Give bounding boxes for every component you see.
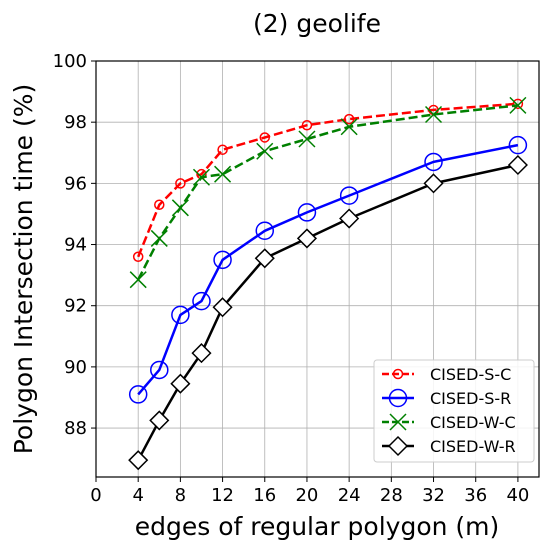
data-point: [301, 119, 313, 131]
x-tick-label: 32: [422, 485, 445, 506]
x-tick-label: 20: [295, 485, 318, 506]
series-layer: [128, 96, 528, 471]
data-point: [175, 178, 186, 189]
series-cised-w-r: [128, 154, 528, 471]
data-point: [149, 410, 170, 431]
y-tick-label: 92: [64, 296, 87, 317]
x-tick-label: 28: [380, 485, 403, 506]
data-point: [214, 165, 232, 183]
data-point: [509, 96, 527, 114]
data-point: [128, 385, 148, 404]
data-point: [508, 135, 528, 155]
x-tick-label: 40: [506, 485, 529, 506]
legend-label: CISED-S-C: [430, 365, 511, 384]
data-point: [424, 152, 443, 172]
legend-marker: [392, 368, 404, 380]
data-point: [297, 203, 317, 222]
x-tick-label: 0: [90, 485, 101, 506]
y-tick-label: 94: [64, 235, 87, 256]
legend: CISED-S-C CISED-S-R CISED-W-C CISED-W-R: [373, 359, 535, 463]
data-point: [424, 105, 443, 124]
ticks: 0 4 8 12 16 20 24 28 32 36 40 88 90 92 94 96 98 100: [53, 51, 530, 506]
data-point: [507, 154, 528, 176]
y-tick-label: 100: [53, 51, 87, 72]
data-point: [298, 130, 316, 148]
x-tick-label: 16: [253, 485, 276, 506]
data-point: [132, 251, 144, 263]
data-point: [339, 186, 359, 205]
y-tick-label: 90: [64, 357, 87, 378]
x-tick-label: 8: [175, 485, 186, 506]
data-point: [150, 360, 169, 380]
series-cised-w-c: [129, 96, 527, 289]
series-cised-s-c: [132, 98, 524, 263]
legend-marker: [387, 435, 409, 457]
x-tick-label: 4: [132, 485, 143, 506]
data-point: [170, 373, 191, 394]
x-axis-title: edges of regular polygon (m): [135, 512, 500, 541]
data-point: [154, 199, 165, 211]
data-point: [212, 297, 233, 318]
x-tick-label: 12: [211, 485, 234, 506]
data-point: [192, 168, 211, 186]
data-point: [150, 229, 168, 247]
data-point: [217, 144, 228, 155]
data-point: [423, 173, 444, 194]
data-point: [192, 291, 211, 311]
data-point: [340, 118, 358, 136]
data-point: [128, 450, 149, 471]
data-point: [256, 142, 274, 160]
data-point: [191, 343, 212, 364]
legend-marker: [388, 388, 408, 408]
series-line: [137, 102, 518, 258]
y-tick-label: 88: [64, 418, 87, 439]
y-axis-title: Polygon Intersection time (%): [9, 84, 38, 455]
data-point: [171, 305, 190, 325]
data-point: [339, 208, 360, 229]
series-line: [137, 143, 519, 396]
legend-label: CISED-S-R: [430, 389, 511, 408]
series-line: [137, 163, 519, 461]
legend-box: [373, 359, 535, 463]
data-point: [254, 248, 275, 269]
data-point: [259, 132, 271, 143]
plot-frame: [95, 60, 540, 478]
data-point: [255, 221, 275, 241]
data-point: [213, 250, 232, 270]
legend-label: CISED-W-C: [430, 413, 516, 432]
data-point: [296, 228, 318, 249]
legend-label: CISED-W-R: [430, 437, 516, 456]
data-point: [343, 113, 355, 125]
data-point: [171, 199, 189, 217]
x-tick-label: 24: [338, 485, 361, 506]
legend-marker: [389, 413, 407, 431]
y-tick-label: 96: [64, 173, 87, 194]
data-point: [512, 98, 524, 110]
data-point: [129, 271, 147, 289]
y-tick-label: 98: [64, 112, 87, 133]
x-tick-label: 36: [464, 485, 487, 506]
series-line: [137, 104, 519, 281]
chart-title: (2) geolife: [253, 9, 381, 38]
series-cised-s-r: [128, 135, 528, 404]
